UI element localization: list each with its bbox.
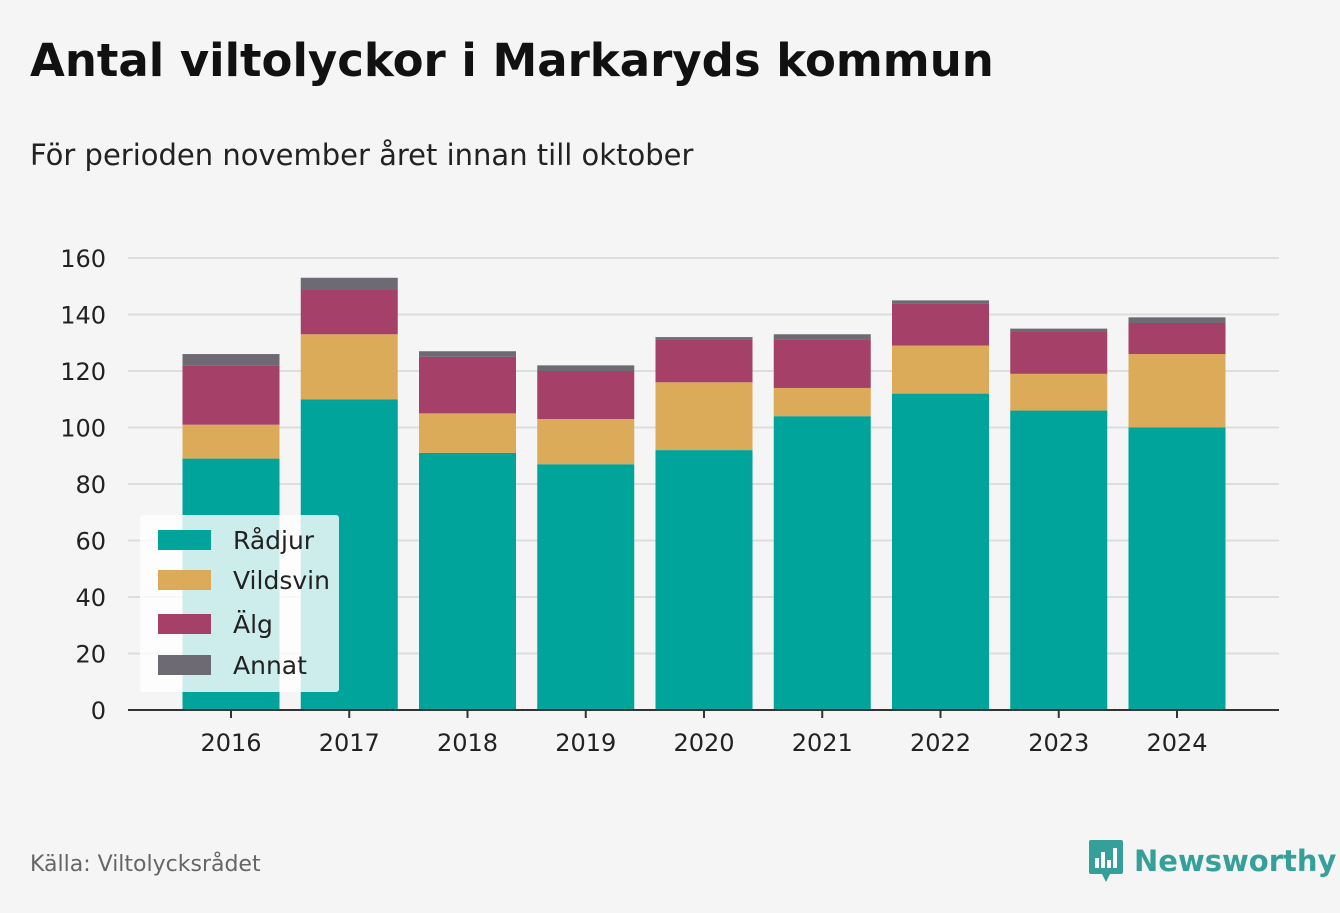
bar-segment <box>773 387 871 417</box>
legend-swatch <box>158 614 211 634</box>
bar-segment <box>655 337 753 340</box>
bar-segment <box>655 382 753 451</box>
legend-swatch <box>158 530 211 550</box>
legend-item-alg: Älg <box>158 609 273 639</box>
bar-segment <box>1010 410 1108 710</box>
bar-segment <box>419 413 516 453</box>
bar-segment <box>537 464 635 710</box>
bar-segment <box>1010 331 1108 374</box>
bar-segment <box>655 339 753 383</box>
bar-segment <box>1128 317 1226 323</box>
bar-segment <box>892 303 989 346</box>
legend-item-radjur: Rådjur <box>158 525 314 555</box>
y-tick-label: 160 <box>60 245 106 273</box>
bar-segment <box>1010 373 1108 411</box>
x-tick-label: 2016 <box>200 729 261 757</box>
legend-item-vildsvin: Vildsvin <box>158 565 330 595</box>
legend-label: Vildsvin <box>233 565 330 595</box>
bar-segment <box>419 452 516 710</box>
bar-segment <box>182 424 280 459</box>
bar-segment <box>537 419 635 465</box>
bar-segment <box>419 356 516 414</box>
x-tick-label: 2019 <box>555 729 616 757</box>
bar-segment <box>773 339 871 388</box>
source-note: Källa: Viltolycksrådet <box>30 852 261 877</box>
x-tick-label: 2017 <box>319 729 380 757</box>
bar-segment <box>773 416 871 710</box>
legend-label: Älg <box>233 609 273 639</box>
bar-segment <box>182 354 280 366</box>
chart-title: Antal viltolyckor i Markaryds kommun <box>30 34 994 87</box>
x-tick-label: 2020 <box>673 729 734 757</box>
bar-segment <box>419 351 516 357</box>
y-tick-label: 20 <box>75 641 106 669</box>
bar-segment <box>182 365 280 425</box>
bar-segment <box>1128 354 1226 428</box>
bar-segment <box>1128 322 1226 355</box>
legend-swatch <box>158 655 211 675</box>
x-tick-label: 2021 <box>792 729 853 757</box>
chart-bars-icon <box>1089 840 1123 882</box>
bar-segment <box>300 334 398 400</box>
bar-segment <box>1010 328 1108 332</box>
x-tick-label: 2024 <box>1146 729 1207 757</box>
brand-name: Newsworthy <box>1134 844 1337 878</box>
bar-segment <box>892 345 989 394</box>
y-tick-label: 120 <box>60 358 106 386</box>
y-tick-label: 100 <box>60 415 106 443</box>
x-axis-ticks: 2016 2017 2018 2019 2020 2021 2022 2023 2024 <box>200 710 1208 757</box>
bar-segment <box>300 289 398 335</box>
bars <box>182 277 1226 710</box>
legend-label: Annat <box>233 650 307 680</box>
legend-item-annat: Annat <box>158 650 307 680</box>
bar-segment <box>1128 427 1226 710</box>
bar-segment <box>537 371 635 420</box>
x-tick-label: 2018 <box>437 729 498 757</box>
y-tick-label: 60 <box>75 528 106 556</box>
bar-segment <box>655 450 753 710</box>
x-tick-label: 2022 <box>910 729 971 757</box>
bar-segment <box>892 300 989 304</box>
chart-subtitle: För perioden november året innan till ok… <box>30 138 694 172</box>
y-tick-label: 0 <box>91 697 106 725</box>
bar-segment <box>773 334 871 340</box>
bar-segment <box>537 365 635 371</box>
y-tick-label: 140 <box>60 302 106 330</box>
y-tick-label: 80 <box>75 471 106 499</box>
y-tick-label: 40 <box>75 584 106 612</box>
legend: Rådjur Vildsvin Älg Annat <box>140 515 339 692</box>
x-tick-label: 2023 <box>1028 729 1089 757</box>
legend-label: Rådjur <box>233 525 315 555</box>
legend-swatch <box>158 570 211 590</box>
bar-segment <box>300 277 398 290</box>
bar-segment <box>892 393 989 710</box>
brand-logo[interactable]: Newsworthy <box>1088 838 1336 884</box>
y-axis-ticks: 0 20 40 60 80 100 120 140 160 <box>60 245 106 725</box>
